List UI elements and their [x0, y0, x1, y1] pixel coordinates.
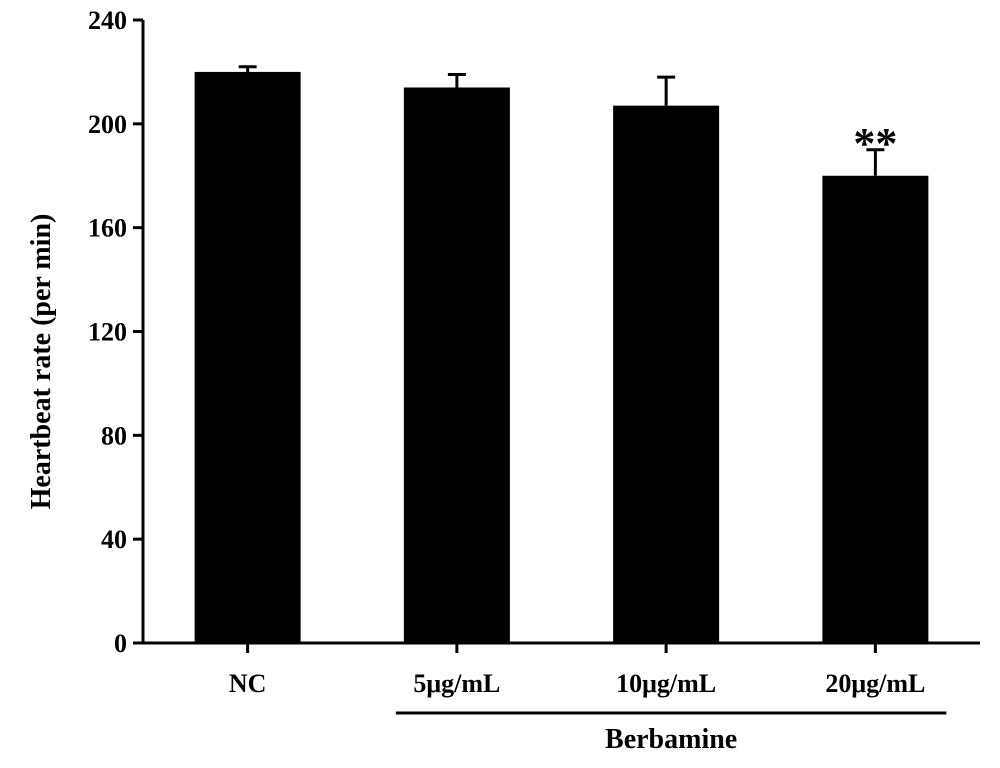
x-tick-label: NC — [229, 669, 267, 698]
group-label: Berbamine — [605, 724, 737, 755]
y-tick-label: 240 — [88, 6, 127, 35]
error-bar-0 — [238, 65, 257, 72]
x-tick-label: 5μg/mL — [413, 669, 500, 698]
error-bars — [238, 65, 885, 176]
y-tick-label: 120 — [88, 318, 127, 347]
y-tick-label: 200 — [88, 110, 127, 139]
y-axis: 0 40 80 120 160 200 240 — [88, 6, 143, 658]
bar-2 — [613, 105, 720, 644]
annotations: ** — [853, 119, 897, 168]
y-axis-label: Heartbeat rate (per min) — [26, 214, 57, 510]
bar-0 — [194, 71, 301, 643]
error-bar-2 — [657, 75, 676, 106]
bar-3 — [822, 175, 929, 643]
error-bar-1 — [447, 73, 466, 88]
bars — [194, 71, 929, 644]
y-tick-label: 160 — [88, 214, 127, 243]
y-tick-label: 0 — [114, 629, 127, 658]
bar-1 — [403, 87, 510, 643]
y-tick-label: 80 — [101, 421, 127, 450]
x-tick-label: 10μg/mL — [616, 669, 716, 698]
significance-marker: ** — [853, 119, 897, 168]
error-bar-3 — [866, 148, 885, 176]
x-tick-label: 20μg/mL — [825, 669, 925, 698]
y-tick-label: 40 — [101, 525, 127, 554]
x-axis: NC 5μg/mL 10μg/mL 20μg/mL — [229, 643, 925, 698]
